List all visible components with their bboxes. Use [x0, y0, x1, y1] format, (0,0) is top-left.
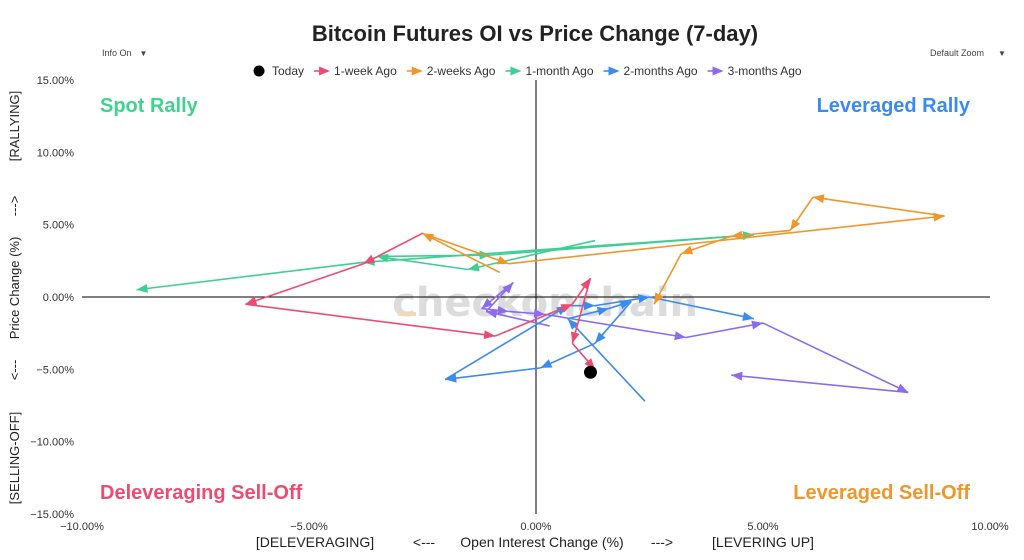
arrowhead-2-months-ago: [619, 300, 632, 309]
legend-arrow-1-week-ago: [319, 66, 331, 76]
arrowhead-1-week-ago: [363, 254, 376, 264]
y-axis-label-ylabel-bottom: [SELLING-OFF]: [7, 412, 22, 504]
point-today: [583, 365, 597, 379]
segment-1-month-ago: [136, 261, 364, 291]
arrowhead-3-months-ago: [896, 383, 909, 393]
segment-1-month-ago: [467, 239, 596, 271]
segment-1-month-ago: [376, 255, 469, 271]
arrowhead-2-months-ago: [596, 306, 609, 316]
arrowhead-2-months-ago: [742, 312, 754, 321]
segment-2-months-ago: [444, 304, 569, 381]
x-tick-label: 10.00%: [971, 521, 1009, 533]
y-axis-label-ylabel-arrow-bottom: <---: [7, 360, 22, 381]
quadrant-label-leveraged-selloff: Leveraged Sell-Off: [793, 482, 970, 504]
y-tick-label: −10.00%: [30, 437, 74, 449]
quadrant-label-leveraged-rally: Leveraged Rally: [817, 95, 971, 117]
segment-1-week-ago: [245, 262, 364, 305]
quadrant-label-deleveraging-selloff: Deleveraging Sell-Off: [100, 482, 303, 504]
segment-1-week-ago: [571, 277, 592, 344]
segment-1-month-ago: [363, 233, 754, 264]
legend-label-today: Today: [272, 64, 304, 78]
segment-1-week-ago: [494, 303, 573, 337]
arrowhead-2-weeks-ago: [731, 230, 743, 240]
y-axis-label-ylabel: Price Change (%): [7, 237, 22, 340]
arrowhead-2-weeks-ago: [496, 255, 509, 265]
segment-3-months-ago: [762, 322, 909, 394]
legend-label-2-weeks-ago: 2-weeks Ago: [427, 64, 496, 78]
segment-3-months-ago: [685, 322, 764, 339]
arrowhead-2-weeks-ago: [654, 292, 664, 305]
legend-label-3-months-ago: 3-months Ago: [728, 64, 802, 78]
arrowhead-3-months-ago: [674, 331, 686, 341]
segment-2-months-ago: [445, 367, 541, 381]
chart-title: Bitcoin Futures OI vs Price Change (7-da…: [312, 21, 758, 46]
segment-2-weeks-ago: [422, 232, 510, 265]
segment-1-week-ago: [245, 303, 496, 337]
y-tick-label: −5.00%: [36, 364, 74, 376]
arrowhead-3-months-ago: [486, 309, 498, 319]
arrowhead-1-week-ago: [570, 331, 580, 344]
segment-2-weeks-ago: [422, 232, 501, 274]
legend-arrow-3-months-ago: [712, 66, 724, 76]
x-axis-label-xlabel: Open Interest Change (%): [460, 534, 623, 550]
y-tick-label: 15.00%: [37, 75, 75, 87]
zoom-select-label: Default Zoom: [930, 48, 985, 58]
x-tick-label: −5.00%: [290, 521, 328, 533]
legend-arrow-2-months-ago: [608, 66, 620, 76]
arrowhead-2-weeks-ago: [422, 233, 435, 243]
segment-2-months-ago: [649, 296, 755, 320]
arrowhead-3-months-ago: [533, 309, 546, 318]
y-axis-label-ylabel-arrow-top: --->: [7, 196, 22, 217]
arrowhead-2-months-ago: [540, 359, 553, 368]
arrowhead-2-months-ago: [595, 332, 606, 344]
x-tick-label: −10.00%: [60, 521, 104, 533]
watermark-mark: [398, 312, 416, 316]
segment-2-weeks-ago: [508, 215, 945, 265]
chevron-down-icon: ▼: [139, 49, 148, 58]
segment-2-months-ago: [567, 318, 646, 402]
quadrant-label-spot-rally: Spot Rally: [100, 95, 199, 117]
y-tick-label: 5.00%: [43, 220, 74, 232]
chevron-down-icon: ▼: [998, 49, 1006, 58]
legend-label-2-months-ago: 2-months Ago: [624, 64, 698, 78]
y-tick-label: 10.00%: [37, 147, 75, 159]
arrowhead-1-month-ago: [467, 262, 480, 272]
arrowhead-2-months-ago: [584, 301, 596, 311]
arrowhead-2-weeks-ago: [812, 194, 825, 204]
segment-1-week-ago: [363, 232, 423, 265]
y-tick-label: −15.00%: [30, 509, 74, 521]
legend-marker-today: [253, 65, 265, 77]
arrowhead-1-week-ago: [483, 330, 496, 340]
segment-2-weeks-ago: [812, 196, 945, 217]
x-axis-label-xlabel-left: [DELEVERAGING]: [256, 534, 374, 550]
arrowhead-3-months-ago: [497, 305, 509, 315]
arrowhead-3-months-ago: [751, 320, 763, 330]
arrowhead-1-month-ago: [136, 283, 148, 293]
arrowhead-2-months-ago: [637, 294, 650, 304]
x-axis-label-xlabel-right: [LEVERING UP]: [712, 534, 814, 550]
arrowhead-2-months-ago: [445, 373, 457, 383]
y-tick-label: 0.00%: [43, 292, 74, 304]
arrowhead-1-week-ago: [560, 304, 573, 313]
arrowhead-3-months-ago: [481, 298, 493, 309]
legend-label-1-month-ago: 1-month Ago: [525, 64, 593, 78]
y-axis-label-ylabel-top: [RALLYING]: [7, 91, 22, 162]
arrowhead-2-weeks-ago: [681, 245, 694, 255]
legend-arrow-2-weeks-ago: [411, 66, 423, 76]
segment-3-months-ago: [731, 374, 909, 394]
x-axis-label-xlabel-arrow-left: <---: [413, 534, 436, 550]
arrowhead-2-months-ago: [567, 318, 579, 330]
arrowhead-3-months-ago: [731, 371, 743, 381]
info-toggle-label: Info On: [102, 48, 132, 58]
arrowhead-1-week-ago: [245, 296, 258, 305]
x-tick-label: 0.00%: [520, 521, 551, 533]
x-axis-label-xlabel-arrow-right: --->: [651, 534, 673, 550]
arrowhead-2-weeks-ago: [790, 218, 801, 231]
zoom-select[interactable]: Default Zoom ▼: [930, 48, 1006, 58]
x-tick-label: 5.00%: [747, 521, 778, 533]
legend-label-1-week-ago: 1-week Ago: [334, 64, 397, 78]
info-toggle[interactable]: Info On ▼: [102, 48, 147, 58]
legend-arrow-1-month-ago: [510, 66, 522, 76]
